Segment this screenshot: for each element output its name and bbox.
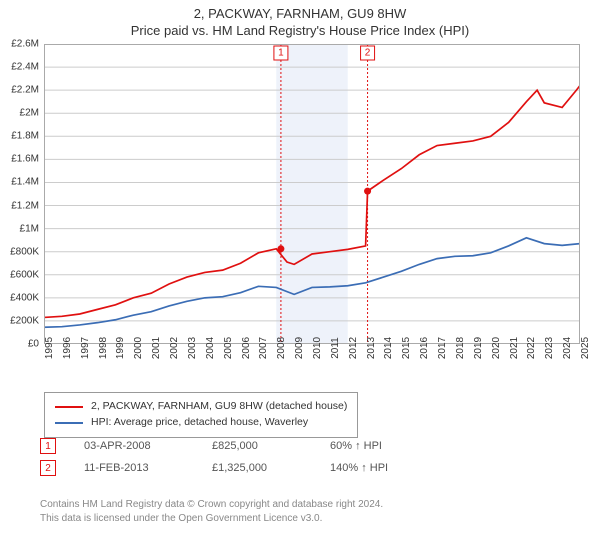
legend-item: HPI: Average price, detached house, Wave… <box>55 415 347 431</box>
y-tick-label: £1.6M <box>11 154 39 165</box>
x-tick-label: 2004 <box>205 337 216 359</box>
x-tick-label: 2010 <box>312 337 323 359</box>
x-tick-label: 2002 <box>169 337 180 359</box>
x-tick-label: 2014 <box>383 337 394 359</box>
x-tick-label: 2021 <box>509 337 520 359</box>
x-tick-label: 2013 <box>366 337 377 359</box>
y-tick-label: £2.4M <box>11 62 39 73</box>
x-tick-label: 2024 <box>562 337 573 359</box>
footer-line2: This data is licensed under the Open Gov… <box>40 512 383 526</box>
x-tick-label: 2022 <box>526 337 537 359</box>
chart-title-line2: Price paid vs. HM Land Registry's House … <box>0 23 600 38</box>
x-tick-label: 2007 <box>258 337 269 359</box>
x-tick-label: 2019 <box>473 337 484 359</box>
x-tick-label: 2011 <box>330 337 341 359</box>
events-table: 1 03-APR-2008 £825,000 60% ↑ HPI 2 11-FEB-201… <box>40 438 388 482</box>
y-tick-label: £600K <box>10 269 39 280</box>
event-row: 2 11-FEB-2013 £1,325,000 140% ↑ HPI <box>40 460 388 476</box>
y-tick-label: £1M <box>20 223 39 234</box>
x-tick-label: 2018 <box>455 337 466 359</box>
footer-attribution: Contains HM Land Registry data © Crown c… <box>40 498 383 525</box>
x-tick-label: 2012 <box>348 337 359 359</box>
x-tick-label: 1996 <box>62 337 73 359</box>
x-tick-label: 2008 <box>276 337 287 359</box>
x-tick-label: 2001 <box>151 337 162 359</box>
y-tick-label: £1.8M <box>11 131 39 142</box>
plot-area: 12£0£200K£400K£600K£800K£1M£1.2M£1.4M£1.… <box>44 44 580 344</box>
legend: 2, PACKWAY, FARNHAM, GU9 8HW (detached h… <box>44 392 358 438</box>
chart-title-line1: 2, PACKWAY, FARNHAM, GU9 8HW <box>0 6 600 21</box>
event-price: £825,000 <box>212 440 302 452</box>
legend-item: 2, PACKWAY, FARNHAM, GU9 8HW (detached h… <box>55 399 347 415</box>
y-tick-label: £2.6M <box>11 39 39 50</box>
x-tick-label: 1995 <box>44 337 55 359</box>
y-tick-label: £0 <box>28 339 39 350</box>
x-tick-label: 2025 <box>580 337 591 359</box>
legend-label: HPI: Average price, detached house, Wave… <box>91 415 308 431</box>
y-tick-label: £1.4M <box>11 177 39 188</box>
x-tick-label: 2000 <box>133 337 144 359</box>
event-price: £1,325,000 <box>212 462 302 474</box>
event-date: 11-FEB-2013 <box>84 462 184 474</box>
chart-container: { "title_line1": "2, PACKWAY, FARNHAM, G… <box>0 0 600 560</box>
x-tick-label: 2017 <box>437 337 448 359</box>
legend-label: 2, PACKWAY, FARNHAM, GU9 8HW (detached h… <box>91 399 347 415</box>
footer-line1: Contains HM Land Registry data © Crown c… <box>40 498 383 512</box>
y-tick-label: £800K <box>10 246 39 257</box>
x-tick-label: 2005 <box>223 337 234 359</box>
y-tick-label: £2M <box>20 108 39 119</box>
x-tick-label: 2020 <box>491 337 502 359</box>
svg-text:2: 2 <box>365 48 371 59</box>
chart-title-block: 2, PACKWAY, FARNHAM, GU9 8HW Price paid … <box>0 0 600 38</box>
event-marker: 1 <box>40 438 56 454</box>
legend-swatch <box>55 406 83 408</box>
event-delta: 140% ↑ HPI <box>330 462 388 474</box>
x-tick-label: 2016 <box>419 337 430 359</box>
x-tick-label: 2009 <box>294 337 305 359</box>
event-marker: 2 <box>40 460 56 476</box>
x-tick-label: 2003 <box>187 337 198 359</box>
svg-text:1: 1 <box>278 48 284 59</box>
event-delta: 60% ↑ HPI <box>330 440 382 452</box>
x-tick-label: 2015 <box>401 337 412 359</box>
legend-swatch <box>55 422 83 424</box>
event-date: 03-APR-2008 <box>84 440 184 452</box>
x-tick-label: 2006 <box>241 337 252 359</box>
x-tick-label: 1999 <box>115 337 126 359</box>
x-tick-label: 1998 <box>98 337 109 359</box>
y-tick-label: £1.2M <box>11 200 39 211</box>
y-tick-label: £2.2M <box>11 85 39 96</box>
y-tick-label: £400K <box>10 292 39 303</box>
x-tick-label: 2023 <box>544 337 555 359</box>
event-row: 1 03-APR-2008 £825,000 60% ↑ HPI <box>40 438 388 454</box>
y-tick-label: £200K <box>10 315 39 326</box>
x-tick-label: 1997 <box>80 337 91 359</box>
